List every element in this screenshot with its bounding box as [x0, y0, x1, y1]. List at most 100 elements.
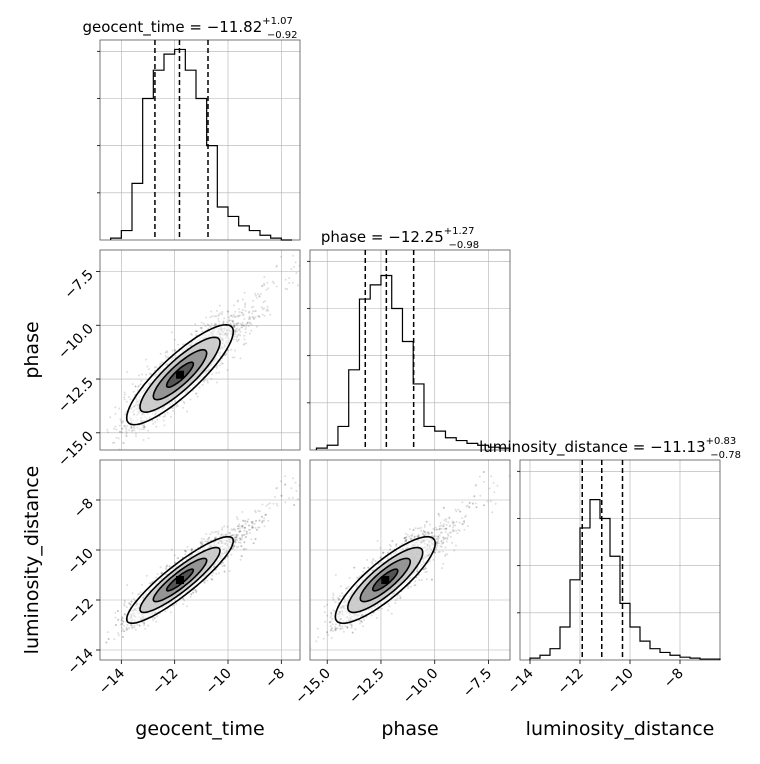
scatter-point — [143, 624, 145, 626]
scatter-point — [267, 287, 269, 289]
scatter-point — [177, 405, 179, 407]
scatter-point — [263, 276, 265, 278]
scatter-point — [192, 592, 194, 594]
panel-title: geocent_time = −11.82+1.07−0.92 — [82, 16, 297, 41]
scatter-point — [295, 272, 297, 274]
scatter-point — [244, 292, 246, 294]
scatter-point — [255, 520, 257, 522]
scatter-point — [242, 520, 244, 522]
scatter-point — [169, 565, 171, 567]
scatter-point — [245, 328, 247, 330]
scatter-point — [220, 534, 222, 536]
scatter-point — [206, 380, 208, 382]
scatter-point — [171, 549, 173, 551]
scatter-point — [234, 316, 236, 318]
scatter-point — [248, 529, 250, 531]
scatter-point — [245, 548, 247, 550]
scatter-point — [345, 440, 347, 442]
scatter-point — [280, 480, 282, 482]
scatter-point — [245, 523, 247, 525]
scatter-point — [325, 210, 327, 212]
scatter-point — [236, 324, 238, 326]
scatter-point — [254, 293, 256, 295]
scatter-point — [201, 540, 203, 542]
scatter-point — [174, 349, 176, 351]
scatter-point — [239, 527, 241, 529]
scatter-point — [118, 634, 120, 636]
scatter-point — [115, 413, 117, 415]
scatter-point — [115, 624, 117, 626]
scatter-point — [219, 364, 221, 366]
scatter-point — [243, 534, 245, 536]
scatter-point — [143, 424, 145, 426]
scatter-point — [162, 416, 164, 418]
scatter-point — [143, 428, 145, 430]
scatter-point — [230, 554, 232, 556]
scatter-point — [126, 432, 128, 434]
scatter-point — [113, 442, 115, 444]
scatter-point — [195, 589, 197, 591]
scatter-point — [260, 293, 262, 295]
scatter-point — [201, 322, 203, 324]
scatter-point — [249, 333, 251, 335]
scatter-point — [234, 530, 236, 532]
scatter-point — [307, 460, 309, 462]
scatter-point — [123, 603, 125, 605]
scatter-point — [107, 431, 109, 433]
scatter-point — [228, 316, 230, 318]
scatter-point — [275, 266, 277, 268]
scatter-point — [97, 655, 99, 657]
scatter-point — [256, 529, 258, 531]
scatter-point — [384, 174, 386, 176]
scatter-point — [227, 369, 229, 371]
scatter-point — [245, 332, 247, 334]
scatter-point — [145, 374, 147, 376]
scatter-point — [234, 311, 236, 313]
scatter-point — [141, 373, 143, 375]
scatter-point — [233, 545, 235, 547]
scatter-point — [137, 386, 139, 388]
scatter-point — [240, 559, 242, 561]
scatter-point — [147, 625, 149, 627]
scatter-point — [255, 527, 257, 529]
scatter-point — [183, 402, 185, 404]
scatter-point — [224, 571, 226, 573]
scatter-point — [215, 573, 217, 575]
gridlines — [100, 40, 300, 240]
scatter-point — [292, 497, 294, 499]
scatter-point — [244, 338, 246, 340]
scatter-point — [241, 511, 243, 513]
scatter-point — [236, 516, 238, 518]
scatter-point — [227, 310, 229, 312]
scatter-point — [295, 490, 297, 492]
scatter-point — [130, 624, 132, 626]
scatter-point — [214, 324, 216, 326]
scatter-point — [244, 304, 246, 306]
scatter-point — [115, 429, 117, 431]
scatter-point — [251, 306, 253, 308]
scatter-point — [217, 533, 219, 535]
scatter-point — [224, 565, 226, 567]
scatter-point — [148, 368, 150, 370]
scatter-point — [133, 598, 135, 600]
scatter-point — [245, 310, 247, 312]
scatter-point — [146, 366, 148, 368]
scatter-point — [217, 318, 219, 320]
scatter-point — [211, 315, 213, 317]
scatter-point — [122, 420, 124, 422]
scatter-point — [207, 382, 209, 384]
scatter-point — [259, 316, 261, 318]
scatter-point — [241, 312, 243, 314]
scatter-point — [221, 313, 223, 315]
scatter-point — [126, 627, 128, 629]
scatter-point — [297, 284, 299, 286]
scatter-point — [368, 203, 370, 205]
scatter-point — [209, 533, 211, 535]
scatter-point — [297, 498, 299, 500]
scatter-point — [259, 526, 261, 528]
scatter-point — [262, 301, 264, 303]
scatter-point — [226, 321, 228, 323]
scatter-point — [122, 442, 124, 444]
scatter-point — [140, 591, 142, 593]
mean-marker — [176, 371, 184, 379]
